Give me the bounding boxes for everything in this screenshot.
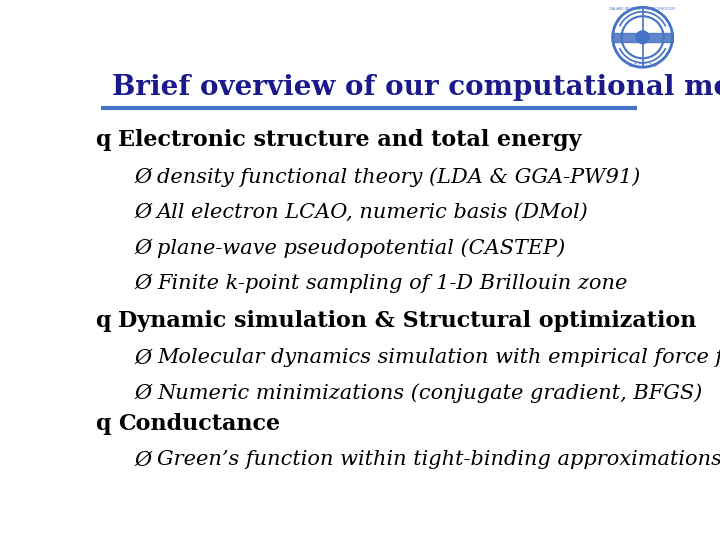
Text: q: q bbox=[96, 414, 111, 435]
Text: Brief overview of our computational methods: Brief overview of our computational meth… bbox=[112, 74, 720, 101]
Text: Molecular dynamics simulation with empirical force field: Molecular dynamics simulation with empir… bbox=[157, 348, 720, 367]
Text: q: q bbox=[96, 129, 111, 151]
Text: Dynamic simulation & Structural optimization: Dynamic simulation & Structural optimiza… bbox=[118, 309, 696, 332]
Text: Conductance: Conductance bbox=[118, 414, 280, 435]
Text: Ø: Ø bbox=[135, 203, 152, 222]
Text: Ø: Ø bbox=[135, 238, 152, 257]
Text: Electronic structure and total energy: Electronic structure and total energy bbox=[118, 129, 582, 151]
Text: 大  连  理  工  大  学: 大 连 理 工 大 学 bbox=[629, 63, 657, 67]
Text: Ø: Ø bbox=[135, 384, 152, 403]
Text: DALIAN UNIVERSITY OF TECHNOLOGY: DALIAN UNIVERSITY OF TECHNOLOGY bbox=[609, 8, 676, 11]
Text: Ø: Ø bbox=[135, 274, 152, 293]
Text: plane-wave pseudopotential (CASTEP): plane-wave pseudopotential (CASTEP) bbox=[157, 238, 565, 258]
Text: Numeric minimizations (conjugate gradient, BFGS): Numeric minimizations (conjugate gradien… bbox=[157, 383, 702, 403]
Text: Ø: Ø bbox=[135, 348, 152, 367]
Text: Green’s function within tight-binding approximations: Green’s function within tight-binding ap… bbox=[157, 450, 720, 469]
Text: density functional theory (LDA & GGA-PW91): density functional theory (LDA & GGA-PW9… bbox=[157, 167, 640, 187]
Bar bbox=[613, 33, 672, 42]
Text: All electron LCAO, numeric basis (DMol): All electron LCAO, numeric basis (DMol) bbox=[157, 203, 589, 222]
Text: Finite k-point sampling of 1-D Brillouin zone: Finite k-point sampling of 1-D Brillouin… bbox=[157, 274, 627, 293]
Circle shape bbox=[636, 31, 649, 44]
Text: Ø: Ø bbox=[135, 450, 152, 469]
Text: Ø: Ø bbox=[135, 167, 152, 186]
Text: q: q bbox=[96, 309, 111, 332]
